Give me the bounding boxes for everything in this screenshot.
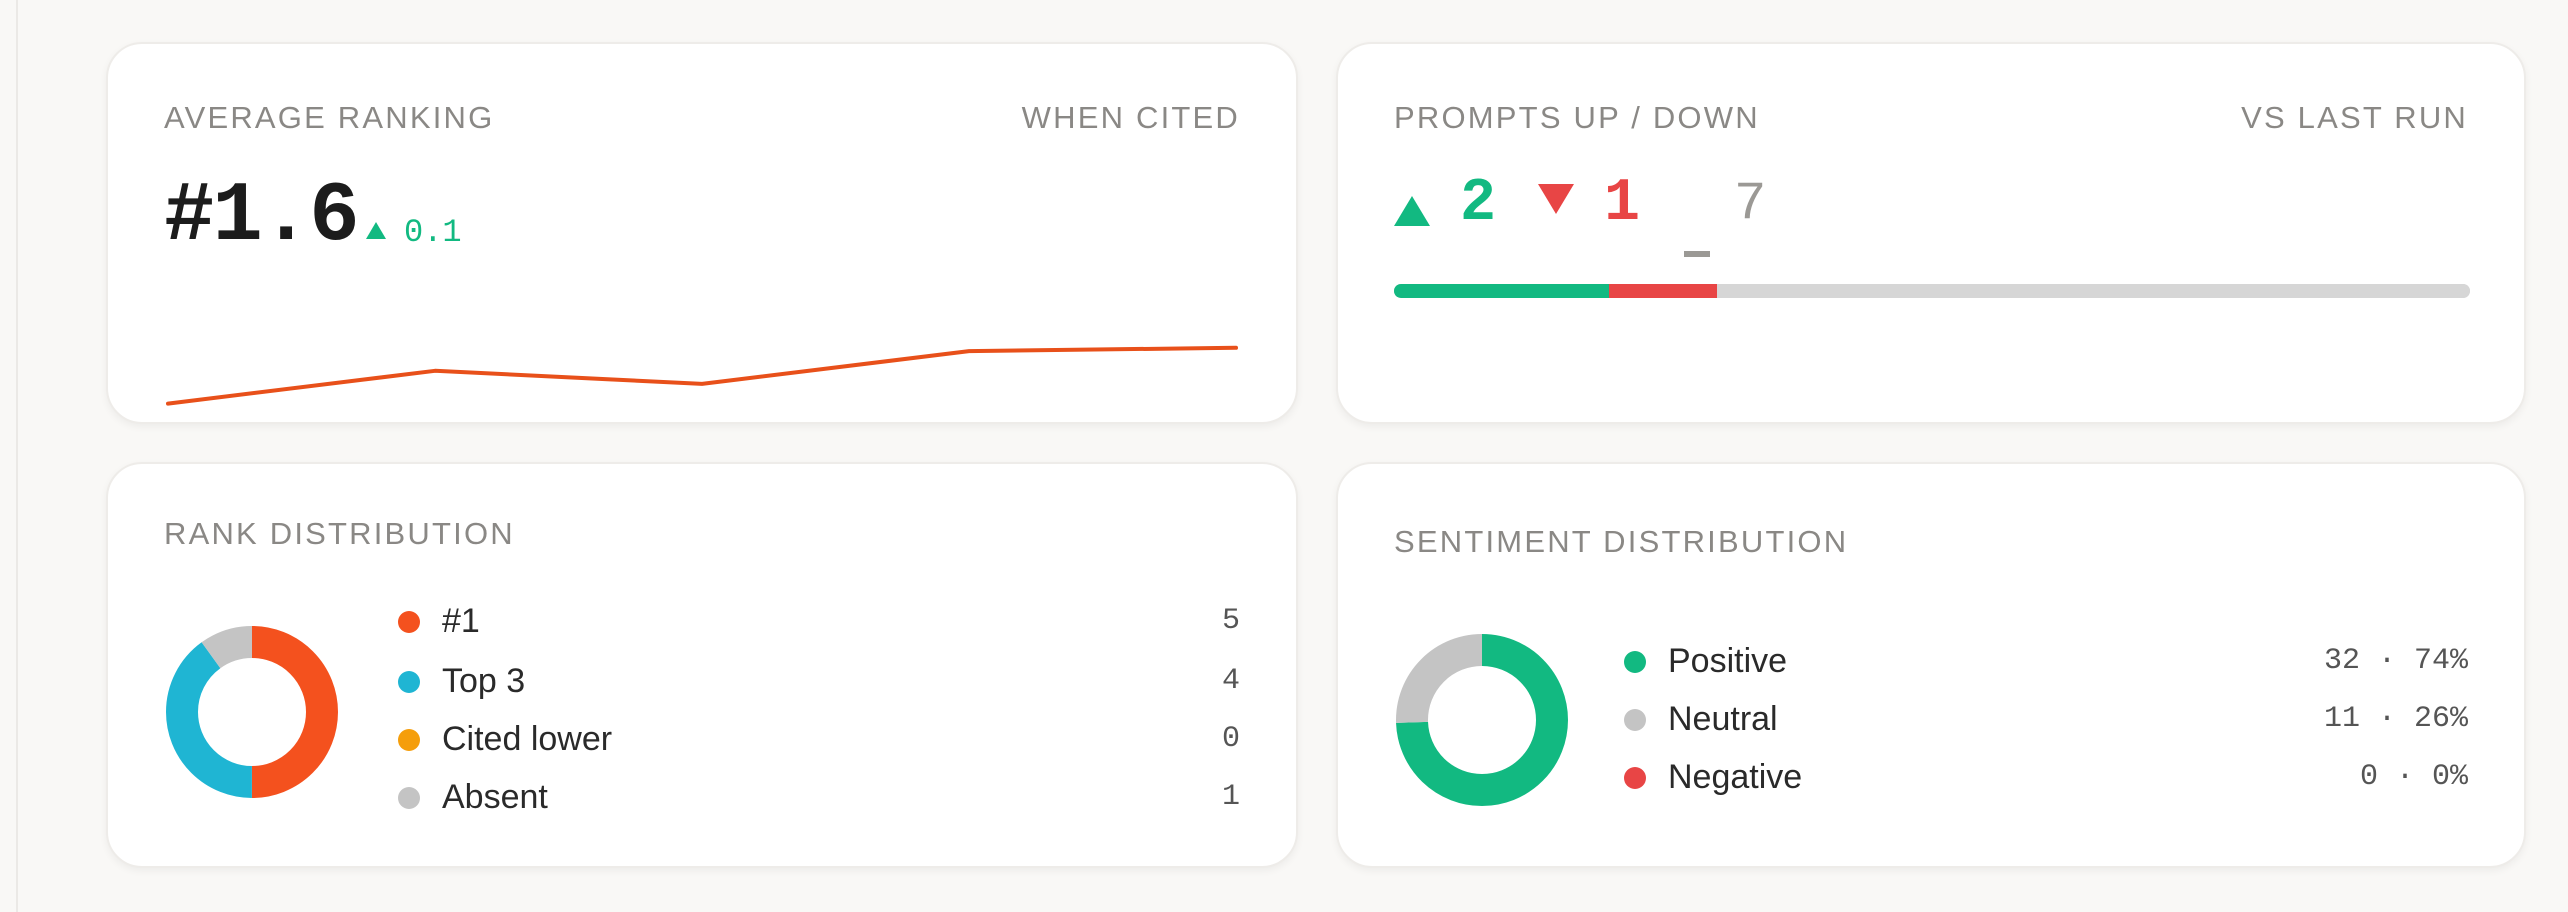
prompts-down-count: 1 [1604,170,1641,238]
ranking-sparkline [166,345,1238,406]
progress-segment-up [1394,284,1610,298]
legend-label: Absent [442,778,548,816]
ranking-trend-line [166,345,1238,406]
legend-label: Cited lower [442,720,613,758]
donut-slice-top-3 [166,626,338,798]
prompts-up-down-card: PROMPTS UP / DOWN VS LAST RUN 2 1 7 [1336,42,2526,424]
legend-value: 32 · 74% [2323,644,2468,678]
legend-dot [398,787,420,809]
legend-item: Positive 32 · 74% [1338,642,2524,682]
legend-label: Positive [1668,642,1788,680]
legend-dot [1624,651,1646,673]
legend-label: Neutral [1668,700,1778,738]
legend-label: #1 [442,602,480,640]
legend-value: 5 [1221,604,1240,638]
legend-value: 0 · 0% [2359,760,2468,794]
progress-segment-down [1609,284,1717,298]
legend-value: 1 [1221,780,1240,814]
dash-icon [1684,251,1710,257]
legend-item: Neutral 11 · 26% [1338,700,2524,740]
legend-dot [398,671,420,693]
rank-donut-chart [166,626,338,798]
prompts-title: PROMPTS UP / DOWN [1394,100,1760,135]
legend-value: 4 [1221,664,1240,698]
legend-item: Top 3 4 [108,662,1296,702]
average-ranking-value: #1.6 [164,170,360,265]
legend-item: Negative 0 · 0% [1338,758,2524,798]
legend-item: Absent 1 [108,778,1296,818]
prompts-flat-count: 7 [1734,174,1767,235]
average-ranking-subtitle: WHEN CITED [1021,100,1240,135]
prompts-up-count: 2 [1460,170,1497,238]
legend-dot [1624,709,1646,731]
average-ranking-delta: 0.1 [404,214,462,251]
donut-slice-neutral [1396,634,1568,806]
legend-dot [398,729,420,751]
prompts-subtitle: VS LAST RUN [2241,100,2468,135]
prompts-progress-bar [1394,284,2470,298]
sentiment-donut-chart [1396,634,1568,806]
progress-segment-flat [1716,284,2470,298]
legend-label: Top 3 [442,662,526,700]
legend-dot [1624,767,1646,789]
average-ranking-card: AVERAGE RANKING WHEN CITED #1.6 0.1 [106,42,1298,424]
legend-dot [398,611,420,633]
legend-value: 11 · 26% [2323,702,2468,736]
legend-item: #1 5 [108,602,1296,642]
rank-distribution-card: RANK DISTRIBUTION #1 5 Top 3 4 Cited low… [106,462,1298,868]
left-divider [16,0,18,912]
legend-item: Cited lower 0 [108,720,1296,760]
sentiment-distribution-title: SENTIMENT DISTRIBUTION [1394,524,1849,559]
donut-slice-absent [166,626,338,798]
average-ranking-title: AVERAGE RANKING [164,100,495,135]
rank-distribution-title: RANK DISTRIBUTION [164,516,515,551]
arrow-down-icon [1538,184,1574,214]
legend-value: 0 [1221,722,1240,756]
arrow-up-icon [1394,196,1430,226]
delta-up-icon [366,222,386,239]
legend-label: Negative [1668,758,1803,796]
sentiment-distribution-card: SENTIMENT DISTRIBUTION Positive 32 · 74%… [1336,462,2526,868]
